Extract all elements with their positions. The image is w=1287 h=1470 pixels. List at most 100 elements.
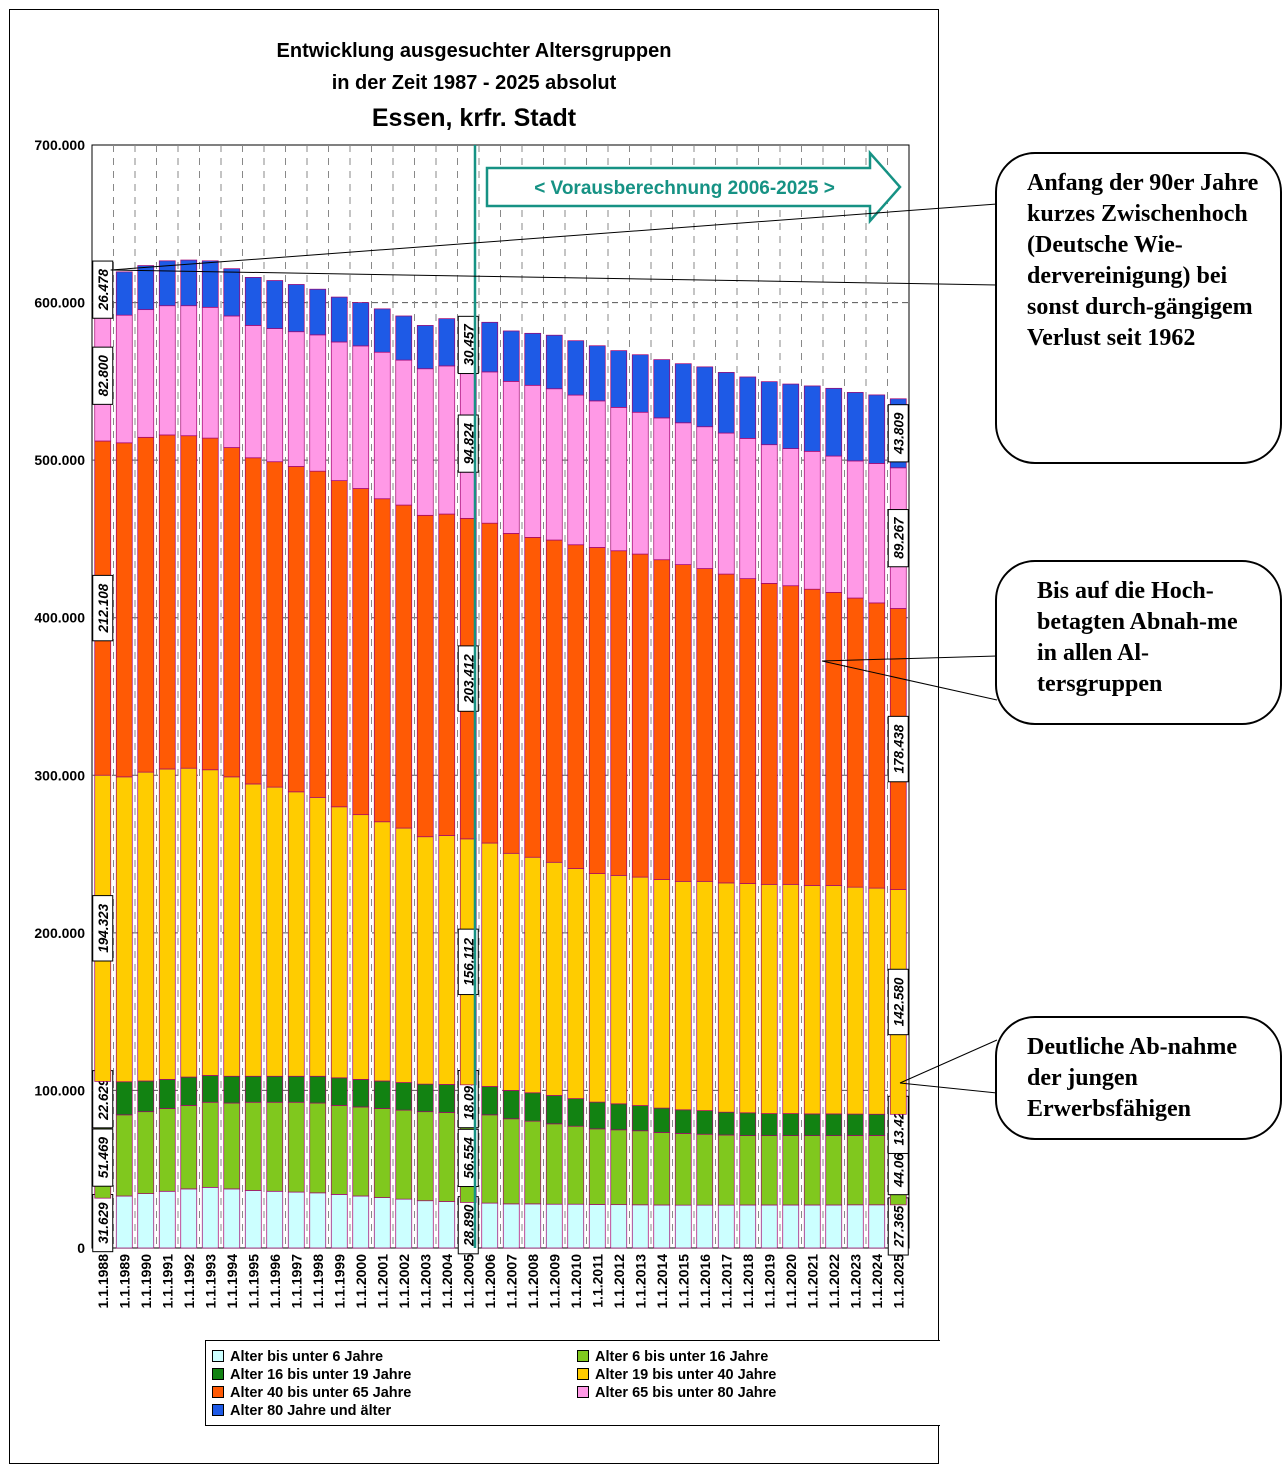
bar-segment-40to65 [739, 578, 757, 884]
bar-segment-16to19 [868, 1113, 886, 1136]
data-label: 56.554 [457, 1128, 479, 1188]
bar-segment-19to40 [825, 885, 843, 1115]
bar-segment-65to80 [868, 463, 886, 604]
x-tick-label: 1.1.2016 [697, 1254, 713, 1309]
bar-segment-65to80 [653, 417, 671, 561]
svg-text:26.478: 26.478 [96, 269, 111, 312]
callout-connector [110, 203, 998, 271]
bar-segment-16to19 [803, 1113, 821, 1137]
bar-segment-40to65 [524, 537, 542, 858]
bar-segment-80plus [223, 268, 241, 317]
svg-text:18.099: 18.099 [461, 1078, 476, 1120]
bar-segment-6to16 [137, 1111, 155, 1194]
bar-segment-19to40 [868, 887, 886, 1115]
data-label: 89.267 [887, 509, 909, 568]
bar-segment-under6 [395, 1198, 413, 1249]
bar-segment-under6 [545, 1203, 563, 1249]
bar-segment-40to65 [567, 544, 585, 869]
bar-segment-under6 [158, 1190, 176, 1249]
x-tick-label: 1.1.2001 [374, 1254, 390, 1309]
bar-segment-80plus [653, 359, 671, 419]
legend-label: Alter 65 bis unter 80 Jahre [595, 1385, 777, 1401]
bar-segment-65to80 [502, 381, 520, 534]
bar-segment-under6 [567, 1203, 585, 1249]
legend-entry-6to16: Alter 6 bis unter 16 Jahre [577, 1349, 768, 1365]
bar-segment-under6 [115, 1195, 133, 1249]
bar-segment-19to40 [309, 796, 327, 1077]
bar-segment-under6 [674, 1204, 692, 1249]
bar-segment-65to80 [330, 341, 348, 481]
x-tick-label: 1.1.1995 [245, 1254, 261, 1309]
legend: Alter bis unter 6 Jahre Alter 6 bis unter… [205, 1340, 940, 1426]
bar-segment-19to40 [115, 776, 133, 1083]
bar-segment-80plus [395, 315, 413, 361]
bar-segment-6to16 [588, 1128, 606, 1205]
legend-label: Alter 80 Jahre und älter [230, 1403, 392, 1419]
x-tick-label: 1.1.2003 [417, 1254, 433, 1309]
bar-segment-80plus [158, 260, 176, 307]
bar-segment-80plus [567, 340, 585, 396]
x-tick-label: 1.1.2015 [675, 1254, 691, 1309]
bar-segment-19to40 [567, 868, 585, 1099]
bar-segment-65to80 [287, 331, 305, 467]
bar-segment-under6 [610, 1204, 628, 1249]
legend-entry-40to65: Alter 40 bis unter 65 Jahre [212, 1385, 411, 1401]
svg-text:28.890: 28.890 [461, 1204, 476, 1247]
bar-segment-6to16 [846, 1135, 864, 1206]
bar-segment-80plus [674, 363, 692, 424]
data-label: 31.629 [92, 1193, 114, 1253]
bar-segment-under6 [588, 1204, 606, 1249]
bar-segment-under6 [653, 1204, 671, 1249]
bar-segment-6to16 [244, 1101, 262, 1191]
x-tick-label: 1.1.1991 [159, 1254, 175, 1309]
callout-connector [899, 1082, 998, 1094]
bar-segment-16to19 [846, 1113, 864, 1136]
x-tick-label: 1.1.2014 [654, 1254, 670, 1309]
bar-segment-16to19 [760, 1113, 778, 1137]
bar-segment-40to65 [180, 435, 198, 769]
data-label: 22.629 [92, 1070, 114, 1129]
legend-label: Alter bis unter 6 Jahre [230, 1349, 384, 1365]
legend-swatch [212, 1350, 224, 1362]
bar-segment-6to16 [158, 1108, 176, 1192]
legend-label: Alter 16 bis unter 19 Jahre [230, 1367, 412, 1383]
x-tick-label: 1.1.2024 [869, 1254, 885, 1309]
bar-segment-6to16 [739, 1135, 757, 1206]
bar-segment-19to40 [524, 856, 542, 1094]
bar-segment-40to65 [395, 504, 413, 829]
bar-segment-6to16 [438, 1112, 456, 1202]
bar-segment-80plus [610, 350, 628, 408]
bar-segment-40to65 [674, 564, 692, 882]
bar-segment-under6 [180, 1188, 198, 1249]
bar-segment-under6 [696, 1204, 714, 1249]
bar-segment-19to40 [137, 771, 155, 1082]
bar-segment-80plus [481, 321, 499, 373]
bar-segment-80plus [266, 280, 284, 329]
x-tick-label: 1.1.1993 [202, 1254, 218, 1309]
bar-segment-19to40 [395, 827, 413, 1083]
bar-segment-80plus [287, 284, 305, 333]
bar-segment-80plus [868, 394, 886, 464]
bar-segment-40to65 [803, 588, 821, 886]
bar-segment-40to65 [868, 602, 886, 889]
bar-segment-40to65 [545, 539, 563, 863]
bar-segment-6to16 [696, 1133, 714, 1206]
bar-segment-under6 [760, 1204, 778, 1249]
x-tick-label: 1.1.2008 [525, 1254, 541, 1309]
bar-segment-6to16 [481, 1114, 499, 1204]
bar-segment-19to40 [696, 880, 714, 1111]
svg-text:56.554: 56.554 [461, 1137, 476, 1179]
bar-segment-16to19 [524, 1092, 542, 1122]
chart-title-city: Essen, krfr. Stadt [371, 104, 577, 132]
legend-swatch [212, 1386, 224, 1398]
bar-segment-80plus [137, 265, 155, 311]
bar-segment-6to16 [524, 1120, 542, 1205]
bar-segment-40to65 [115, 442, 133, 778]
x-tick-label: 1.1.1992 [181, 1254, 197, 1309]
bar-segment-16to19 [739, 1112, 757, 1137]
x-tick-label: 1.1.2000 [353, 1254, 369, 1309]
bar-segment-6to16 [502, 1118, 520, 1205]
bar-segment-under6 [524, 1203, 542, 1249]
bar-segment-65to80 [223, 315, 241, 448]
bar-segment-40to65 [502, 533, 520, 854]
